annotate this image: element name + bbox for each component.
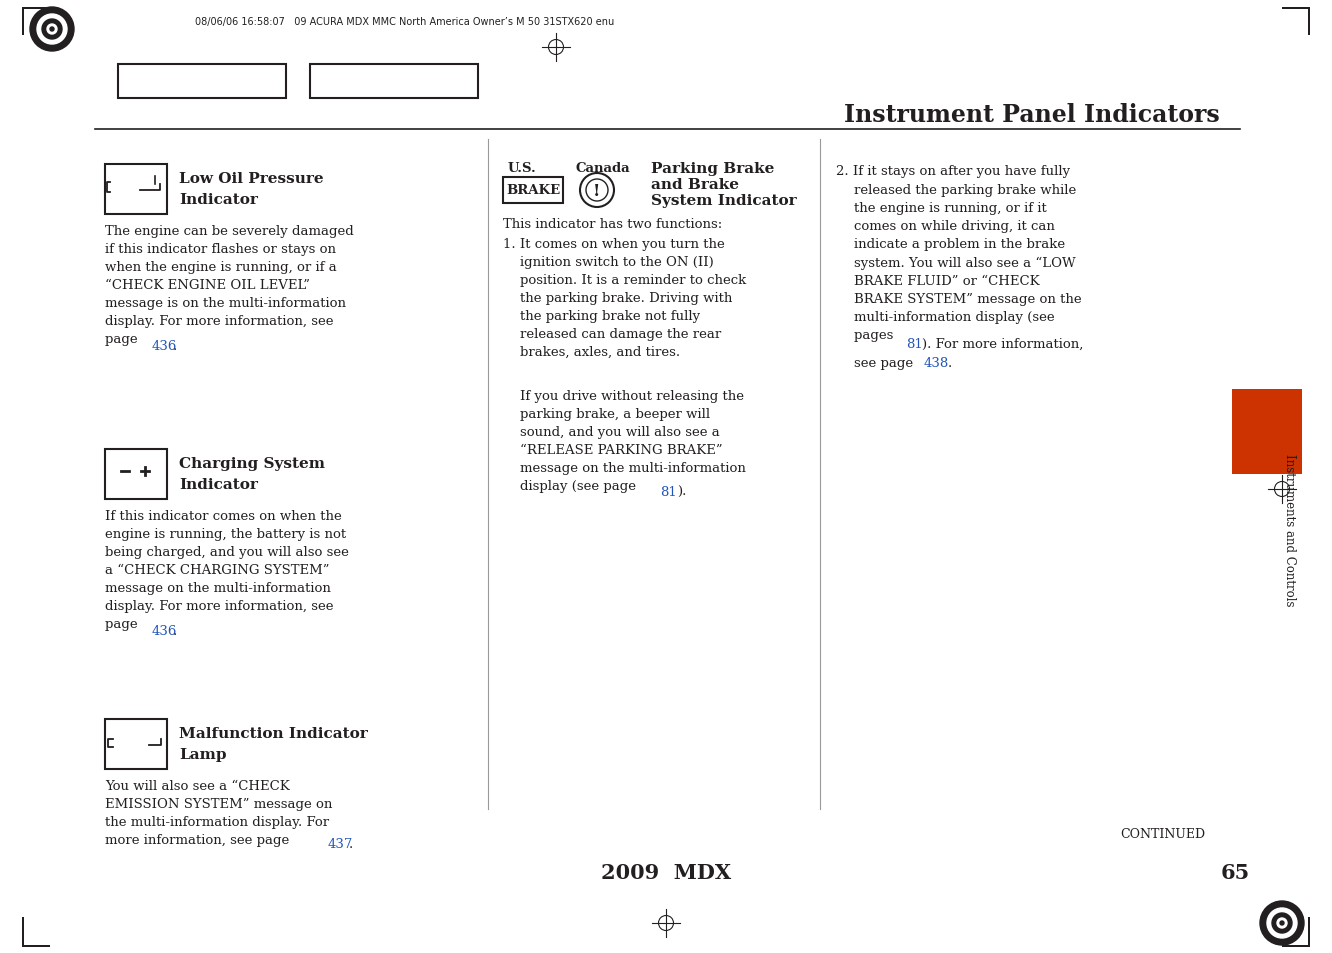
Text: 81: 81 xyxy=(906,337,923,351)
Text: 438: 438 xyxy=(924,357,950,370)
Text: 2. If it stays on after you have fully: 2. If it stays on after you have fully xyxy=(836,165,1070,178)
Circle shape xyxy=(1280,921,1284,925)
Circle shape xyxy=(1272,913,1292,933)
Text: .: . xyxy=(173,625,177,638)
Circle shape xyxy=(31,8,75,52)
Bar xyxy=(111,172,140,194)
Text: If this indicator comes on when the
engine is running, the battery is not
being : If this indicator comes on when the engi… xyxy=(105,510,349,630)
Bar xyxy=(503,178,563,204)
Bar xyxy=(310,65,478,99)
Text: see page: see page xyxy=(854,357,918,370)
Text: 65: 65 xyxy=(1220,862,1249,882)
Bar xyxy=(1308,917,1309,945)
Text: 2009  MDX: 2009 MDX xyxy=(601,862,731,882)
Text: Parking Brake: Parking Brake xyxy=(651,162,774,175)
Text: CONTINUED: CONTINUED xyxy=(1120,827,1205,841)
Text: U.S.: U.S. xyxy=(507,162,537,174)
Text: !: ! xyxy=(593,183,601,200)
Text: Instruments and Controls: Instruments and Controls xyxy=(1284,454,1296,605)
Circle shape xyxy=(152,172,159,178)
Bar xyxy=(141,456,149,460)
Bar xyxy=(105,720,166,769)
Text: Instrument Panel Indicators: Instrument Panel Indicators xyxy=(844,103,1220,127)
Circle shape xyxy=(1267,908,1297,938)
Circle shape xyxy=(43,20,63,40)
Text: This indicator has two functions:: This indicator has two functions: xyxy=(503,218,722,231)
Text: Charging System: Charging System xyxy=(178,456,325,471)
Text: 436: 436 xyxy=(152,340,177,353)
Circle shape xyxy=(586,180,607,202)
Bar xyxy=(23,8,24,36)
Bar xyxy=(105,165,166,214)
Circle shape xyxy=(579,173,614,208)
Text: .: . xyxy=(173,340,177,353)
Text: 437: 437 xyxy=(328,837,353,850)
Text: Low Oil Pressure: Low Oil Pressure xyxy=(178,172,324,186)
Text: The engine can be severely damaged
if this indicator flashes or stays on
when th: The engine can be severely damaged if th… xyxy=(105,225,354,346)
Bar xyxy=(1281,945,1309,947)
Bar xyxy=(1232,390,1301,475)
Text: 1. It comes on when you turn the
    ignition switch to the ON (II)
    position: 1. It comes on when you turn the ignitio… xyxy=(503,237,746,358)
Text: ).: ). xyxy=(677,486,686,498)
Text: ). For more information,: ). For more information, xyxy=(922,337,1083,351)
Circle shape xyxy=(37,15,67,45)
Text: and Brake: and Brake xyxy=(651,178,739,192)
Text: Lamp: Lamp xyxy=(178,747,226,761)
Circle shape xyxy=(47,25,57,35)
Bar xyxy=(23,917,24,945)
Text: 08/06/06 16:58:07   09 ACURA MDX MMC North America Owner’s M 50 31STX620 enu: 08/06/06 16:58:07 09 ACURA MDX MMC North… xyxy=(194,17,614,27)
Circle shape xyxy=(1277,918,1287,928)
Circle shape xyxy=(1260,901,1304,945)
Bar xyxy=(111,459,155,483)
Text: BRAKE: BRAKE xyxy=(506,184,559,197)
Bar xyxy=(23,945,51,947)
Bar xyxy=(113,731,149,751)
Bar xyxy=(119,456,127,460)
Bar xyxy=(1281,8,1309,10)
Bar xyxy=(1308,8,1309,36)
Text: System Indicator: System Indicator xyxy=(651,193,797,208)
Text: Malfunction Indicator: Malfunction Indicator xyxy=(178,726,368,740)
Text: released the parking brake while
the engine is running, or if it
comes on while : released the parking brake while the eng… xyxy=(854,184,1082,341)
Bar xyxy=(127,725,137,732)
Text: .: . xyxy=(349,837,353,850)
Text: Canada: Canada xyxy=(575,162,630,174)
Bar xyxy=(23,8,51,10)
Bar xyxy=(113,194,135,200)
Bar xyxy=(119,65,286,99)
Text: 81: 81 xyxy=(659,486,677,498)
Bar xyxy=(105,450,166,499)
Text: 436: 436 xyxy=(152,625,177,638)
Text: You will also see a “CHECK
EMISSION SYSTEM” message on
the multi-information dis: You will also see a “CHECK EMISSION SYST… xyxy=(105,780,333,846)
Text: If you drive without releasing the
    parking brake, a beeper will
    sound, a: If you drive without releasing the parki… xyxy=(503,390,746,493)
Text: Indicator: Indicator xyxy=(178,193,258,207)
Circle shape xyxy=(51,28,55,32)
Text: Indicator: Indicator xyxy=(178,477,258,492)
Text: .: . xyxy=(948,357,952,370)
